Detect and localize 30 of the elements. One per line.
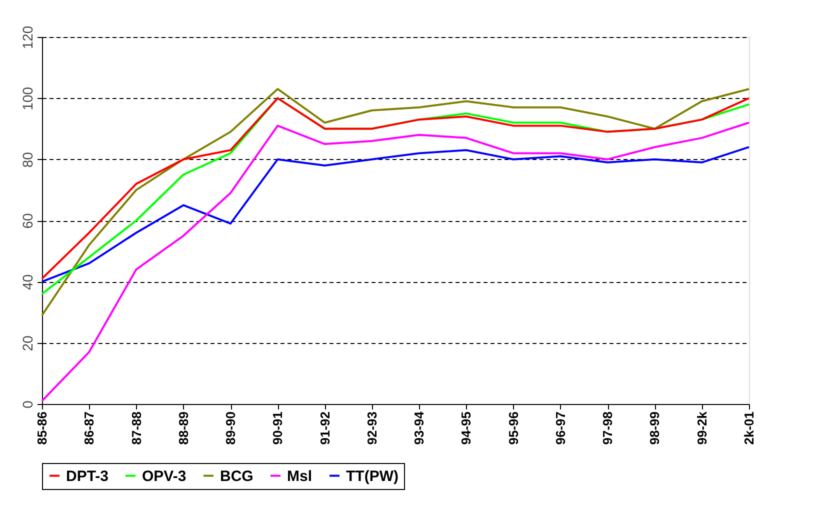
x-tick-label: 90-91 [270, 412, 286, 445]
line-series [41, 122, 750, 402]
x-tick-label: 99-2k [694, 410, 710, 445]
x-tick-label: 92-93 [364, 412, 380, 445]
x-tick-label: 98-99 [647, 412, 662, 445]
x-tick-label: 95-96 [506, 412, 521, 445]
y-tick-label: 80 [20, 152, 36, 168]
legend-label: BCG [220, 468, 254, 485]
x-tick-label: 97-98 [600, 412, 616, 445]
y-tick-label: 60 [20, 213, 36, 229]
legend-label: TT(PW) [346, 468, 398, 485]
y-tick-label: 0 [20, 400, 36, 408]
x-tick-label: 86-87 [82, 412, 97, 445]
x-tick-label: 87-88 [128, 412, 144, 445]
y-tick-label: 20 [20, 335, 36, 352]
x-tick-label: 2k-01 [742, 412, 756, 445]
legend-label: DPT-3 [66, 468, 109, 485]
y-tick-label: 100 [20, 86, 36, 110]
x-tick-label: 96-97 [552, 412, 568, 445]
x-tick-label: 85-86 [34, 412, 50, 445]
x-tick-label: 94-95 [458, 412, 474, 445]
x-tick-label: 88-89 [176, 412, 191, 445]
legend-label: Msl [287, 468, 312, 485]
y-tick-label: 120 [20, 26, 36, 50]
x-tick-label: 91-92 [317, 412, 332, 445]
x-tick-label: 89-90 [223, 412, 238, 445]
x-tick-label: 93-94 [412, 410, 427, 445]
legend-label: OPV-3 [142, 468, 186, 485]
line-series [41, 146, 750, 283]
y-tick-label: 40 [20, 274, 36, 290]
